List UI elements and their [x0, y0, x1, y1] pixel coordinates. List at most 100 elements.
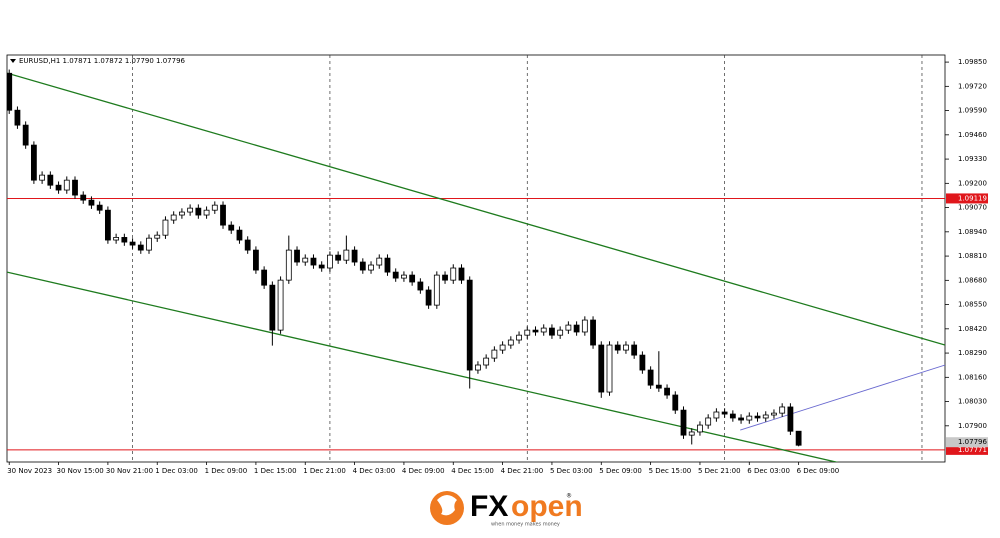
candle-body	[713, 411, 720, 419]
candle-body	[754, 415, 761, 419]
candle-body	[746, 415, 753, 421]
candle-body	[417, 281, 424, 291]
candle-body	[146, 237, 152, 251]
candle-body	[771, 412, 777, 416]
candle-body	[516, 334, 522, 341]
candle-body	[729, 413, 736, 419]
chart-title: EURUSD,H1 1.07871 1.07872 1.07790 1.0779…	[19, 57, 186, 65]
candle-body	[779, 406, 786, 414]
candle-body	[705, 417, 712, 426]
x-tick-label: 6 Dec 03:00	[747, 467, 790, 475]
candle-body	[30, 144, 37, 181]
candle-body	[351, 249, 358, 263]
x-tick-label: 1 Dec 21:00	[303, 467, 346, 475]
candle-body	[392, 271, 399, 279]
candle-body	[483, 357, 490, 366]
candle-body	[269, 284, 276, 331]
brand-tagline: when money makes money	[491, 522, 560, 528]
candle-body	[244, 239, 251, 251]
candle-body	[335, 254, 342, 261]
y-tick-label: 1.09070	[958, 204, 987, 212]
x-tick-label: 1 Dec 09:00	[205, 467, 248, 475]
brand-reg: ®	[566, 493, 572, 500]
brand-fx: FX	[470, 490, 508, 523]
candle-body	[450, 267, 457, 281]
candle-body	[795, 430, 802, 446]
x-tick-label: 5 Dec 03:00	[550, 467, 593, 475]
candle-body	[179, 211, 185, 216]
y-tick-label: 1.08550	[958, 301, 987, 309]
candle-body	[590, 319, 596, 346]
candle-body	[401, 274, 407, 279]
candle-body	[409, 274, 416, 283]
y-tick-label: 1.09720	[958, 82, 987, 90]
candle-body	[672, 394, 679, 411]
level-label: 1.09119	[958, 194, 987, 202]
x-tick-label: 5 Dec 15:00	[649, 467, 692, 475]
candle-body	[425, 289, 432, 306]
candle-body	[228, 224, 235, 231]
y-tick-label: 1.08680	[958, 276, 987, 284]
x-tick-label: 5 Dec 09:00	[599, 467, 642, 475]
level-label-box	[946, 444, 988, 455]
candle-body	[738, 417, 744, 421]
x-tick-label: 4 Dec 21:00	[501, 467, 544, 475]
candle-body	[104, 209, 111, 241]
candle-body	[14, 109, 21, 126]
candle-body	[63, 179, 70, 191]
candle-body	[532, 329, 539, 333]
y-tick-label: 1.09460	[958, 131, 987, 139]
trendline	[7, 271, 839, 462]
candle-body	[614, 344, 621, 351]
candle-body	[581, 319, 588, 333]
level-label: 1.07771	[958, 446, 987, 454]
candle-body	[72, 179, 78, 196]
candle-body	[253, 249, 259, 271]
brand-logo: FX open ® when money makes money	[430, 490, 583, 528]
candle-body	[557, 329, 564, 336]
y-tick-label: 1.09590	[958, 107, 987, 115]
candle-body	[302, 257, 309, 263]
candle-body	[655, 384, 662, 389]
plot-area	[6, 54, 946, 463]
candle-body	[623, 344, 629, 351]
y-tick-label: 1.09330	[958, 155, 987, 163]
x-tick-label: 1 Dec 03:00	[155, 467, 198, 475]
brand-open: open	[511, 490, 583, 523]
candle-body	[7, 72, 13, 111]
candle-body	[475, 364, 481, 371]
candle-body	[762, 414, 769, 419]
logo-dragon	[437, 495, 457, 516]
candle-body	[211, 204, 218, 211]
candle-body	[680, 409, 687, 436]
candle-body	[565, 324, 572, 331]
x-tick-label: 5 Dec 21:00	[698, 467, 741, 475]
y-tick-label: 1.08160	[958, 373, 987, 381]
y-tick-label: 1.07900	[958, 422, 987, 430]
y-tick-label: 1.09200	[958, 179, 987, 187]
bid-label-box	[946, 437, 988, 448]
candle-body	[220, 204, 226, 226]
candle-body	[327, 254, 333, 269]
candle-body	[376, 257, 383, 266]
candle-body	[540, 327, 547, 333]
candle-body	[491, 349, 498, 359]
candle-body	[507, 339, 514, 346]
candle-body	[631, 344, 638, 356]
candle-body	[55, 184, 62, 191]
x-tick-label: 1 Dec 15:00	[254, 467, 297, 475]
candle-body	[294, 249, 300, 263]
y-tick-label: 1.08290	[958, 349, 987, 357]
y-tick-label: 1.08810	[958, 252, 987, 260]
y-tick-label: 1.08030	[958, 398, 987, 406]
candle-body	[442, 274, 448, 281]
candle-body	[466, 279, 473, 371]
candle-body	[203, 209, 210, 216]
axes: 1.09850 1.09720 1.09590 1.09460 1.09330 1.092…	[7, 58, 988, 475]
candle-body	[721, 411, 728, 415]
x-tick-label: 6 Dec 09:00	[797, 467, 840, 475]
y-tick-label: 1.09850	[958, 58, 987, 66]
candle-body	[688, 431, 695, 436]
candle-body	[88, 199, 95, 206]
